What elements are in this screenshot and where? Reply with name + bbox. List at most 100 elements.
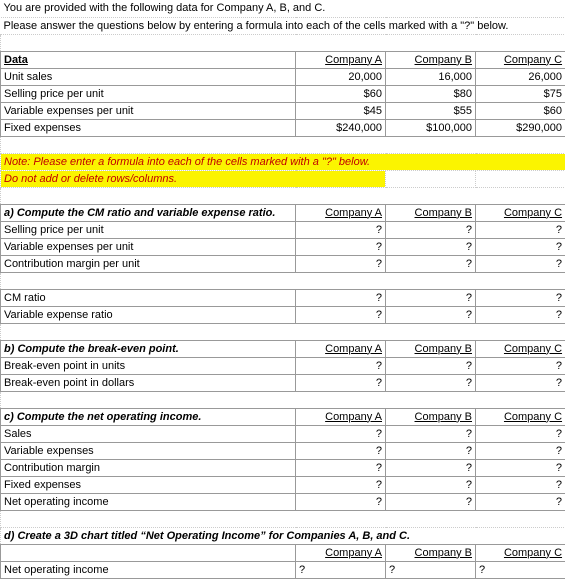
header-c: Company C	[476, 544, 565, 561]
cell[interactable]: $55	[386, 102, 476, 119]
cell[interactable]: ?	[476, 255, 565, 272]
header-a: Company A	[296, 51, 386, 68]
cell[interactable]: ?	[386, 221, 476, 238]
spacer	[1, 510, 565, 527]
row-label: Selling price per unit	[1, 85, 296, 102]
intro-line1: You are provided with the following data…	[1, 0, 565, 17]
spacer	[1, 34, 565, 51]
worksheet-table: You are provided with the following data…	[0, 0, 565, 579]
header-b: Company B	[386, 408, 476, 425]
note-line2: Do not add or delete rows/columns.	[1, 170, 386, 187]
cell[interactable]: $290,000	[476, 119, 565, 136]
cell[interactable]: 16,000	[386, 68, 476, 85]
cell[interactable]: ?	[296, 459, 386, 476]
cell[interactable]: ?	[386, 459, 476, 476]
row-label: Variable expenses per unit	[1, 102, 296, 119]
cell[interactable]: ?	[386, 238, 476, 255]
row-label: Variable expenses	[1, 442, 296, 459]
cell[interactable]: ?	[476, 289, 565, 306]
section-c-title: c) Compute the net operating income.	[1, 408, 296, 425]
cell[interactable]: ?	[296, 561, 386, 578]
spacer	[1, 391, 565, 408]
row-label: Net operating income	[1, 493, 296, 510]
cell[interactable]: ?	[386, 493, 476, 510]
cell[interactable]: ?	[386, 425, 476, 442]
cell[interactable]: ?	[296, 255, 386, 272]
section-b-title: b) Compute the break-even point.	[1, 340, 296, 357]
cell[interactable]: 26,000	[476, 68, 565, 85]
cell[interactable]: ?	[296, 306, 386, 323]
cell[interactable]: ?	[386, 289, 476, 306]
row-label: Sales	[1, 425, 296, 442]
cell[interactable]: $240,000	[296, 119, 386, 136]
cell[interactable]: ?	[476, 221, 565, 238]
header-b: Company B	[386, 544, 476, 561]
header-a: Company A	[296, 408, 386, 425]
cell[interactable]: $80	[386, 85, 476, 102]
cell[interactable]: ?	[476, 425, 565, 442]
header-c: Company C	[476, 204, 565, 221]
section-a-title: a) Compute the CM ratio and variable exp…	[1, 204, 296, 221]
cell[interactable]: ?	[296, 476, 386, 493]
intro-line2: Please answer the questions below by ent…	[1, 17, 565, 34]
cell[interactable]: ?	[296, 289, 386, 306]
header-b: Company B	[386, 340, 476, 357]
spacer	[1, 272, 565, 289]
cell[interactable]: $60	[476, 102, 565, 119]
header-data: Data	[1, 51, 296, 68]
row-label: Unit sales	[1, 68, 296, 85]
cell[interactable]: ?	[476, 476, 565, 493]
row-label: Contribution margin	[1, 459, 296, 476]
row-label: Net operating income	[1, 561, 296, 578]
cell[interactable]: $75	[476, 85, 565, 102]
header-c: Company C	[476, 51, 565, 68]
cell[interactable]: ?	[476, 561, 565, 578]
header-b: Company B	[386, 51, 476, 68]
cell[interactable]: ?	[476, 357, 565, 374]
cell[interactable]: ?	[296, 425, 386, 442]
cell[interactable]: ?	[476, 374, 565, 391]
cell[interactable]: $100,000	[386, 119, 476, 136]
cell[interactable]: $60	[296, 85, 386, 102]
spacer	[1, 136, 565, 153]
cell[interactable]: ?	[296, 357, 386, 374]
cell[interactable]: ?	[386, 306, 476, 323]
cell[interactable]: ?	[386, 476, 476, 493]
header-a: Company A	[296, 204, 386, 221]
row-label: Variable expense ratio	[1, 306, 296, 323]
spacer	[1, 187, 565, 204]
row-label: Selling price per unit	[1, 221, 296, 238]
cell[interactable]: ?	[296, 442, 386, 459]
cell[interactable]: ?	[476, 493, 565, 510]
spacer	[1, 323, 565, 340]
header-a: Company A	[296, 340, 386, 357]
header-a: Company A	[296, 544, 386, 561]
cell[interactable]: ?	[386, 442, 476, 459]
cell[interactable]: $45	[296, 102, 386, 119]
cell[interactable]: ?	[386, 561, 476, 578]
row-label: Break-even point in units	[1, 357, 296, 374]
row-label: CM ratio	[1, 289, 296, 306]
cell[interactable]: ?	[296, 374, 386, 391]
note-line1: Note: Please enter a formula into each o…	[1, 153, 565, 170]
blank	[1, 544, 296, 561]
row-label: Variable expenses per unit	[1, 238, 296, 255]
header-c: Company C	[476, 408, 565, 425]
cell[interactable]: ?	[296, 238, 386, 255]
cell[interactable]: ?	[476, 238, 565, 255]
row-label: Break-even point in dollars	[1, 374, 296, 391]
cell[interactable]: ?	[386, 357, 476, 374]
cell[interactable]: ?	[476, 442, 565, 459]
row-label: Fixed expenses	[1, 476, 296, 493]
cell[interactable]: ?	[386, 255, 476, 272]
cell[interactable]: ?	[386, 374, 476, 391]
section-d-title: d) Create a 3D chart titled “Net Operati…	[1, 527, 565, 544]
cell[interactable]: ?	[476, 306, 565, 323]
header-c: Company C	[476, 340, 565, 357]
cell[interactable]: ?	[296, 493, 386, 510]
cell[interactable]: ?	[476, 459, 565, 476]
cell[interactable]: ?	[296, 221, 386, 238]
row-label: Contribution margin per unit	[1, 255, 296, 272]
row-label: Fixed expenses	[1, 119, 296, 136]
cell[interactable]: 20,000	[296, 68, 386, 85]
